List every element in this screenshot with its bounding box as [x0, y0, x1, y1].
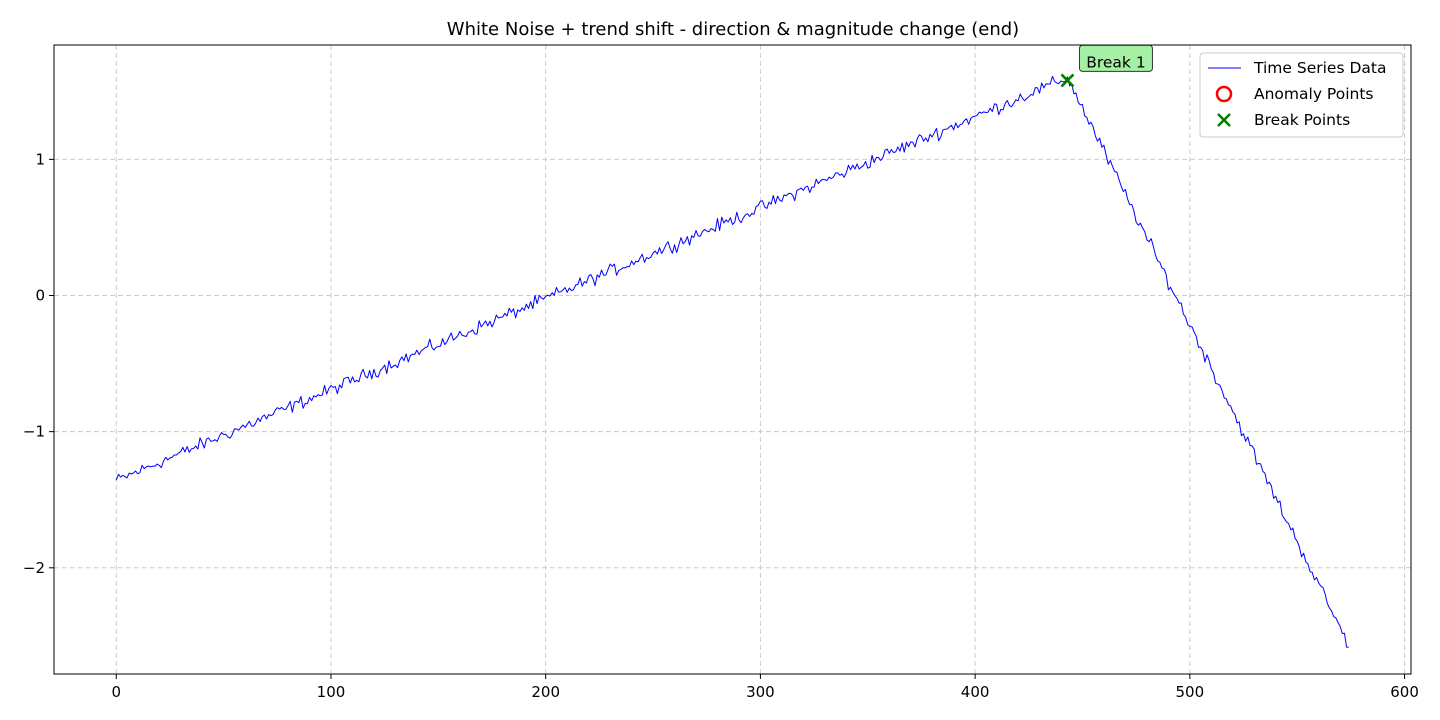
- legend-entry: Anomaly Points: [1215, 85, 1373, 103]
- break-point-marker: [1060, 73, 1075, 88]
- annotations-layer: Break 1: [1078, 44, 1153, 72]
- axes-frame: [53, 44, 1412, 675]
- x-tick-label: 400: [961, 683, 990, 701]
- break-annotation: Break 1: [1078, 44, 1153, 72]
- y-tick-label: 1: [35, 150, 45, 168]
- series-line-0: [115, 75, 1349, 648]
- x-tick-label: 300: [746, 683, 775, 701]
- annotation-label: Break 1: [1086, 53, 1145, 71]
- legend-circle-swatch: [1215, 85, 1233, 103]
- legend-entry: Time Series Data: [1208, 59, 1386, 77]
- y-tick-label: −1: [23, 423, 45, 441]
- legend-label: Time Series Data: [1253, 59, 1386, 77]
- legend-box: [1199, 52, 1404, 138]
- y-tick-label: −2: [23, 559, 45, 577]
- legend-label: Anomaly Points: [1254, 85, 1373, 103]
- break-points-layer: [1060, 73, 1075, 88]
- legend: Time Series Data Anomaly Points Break Poin…: [1199, 52, 1404, 138]
- y-tick-label: 0: [35, 287, 45, 305]
- legend-x-swatch: [1217, 113, 1231, 127]
- legend-entry: Break Points: [1217, 111, 1350, 129]
- x-tick-label: 200: [531, 683, 560, 701]
- ticks-layer: 0 100 200 300 400 500 600 −2 −1 0 1: [23, 150, 1419, 701]
- grid: [54, 45, 1411, 674]
- x-tick-label: 500: [1176, 683, 1205, 701]
- annotation-box: [1078, 44, 1153, 72]
- x-tick-label: 0: [111, 683, 121, 701]
- legend-label: Break Points: [1254, 111, 1350, 129]
- break-point-stroke: [1060, 73, 1075, 88]
- x-tick-label: 600: [1390, 683, 1419, 701]
- series-layer: [115, 75, 1349, 648]
- chart-title: White Noise + trend shift - direction & …: [447, 19, 1019, 40]
- x-tick-label: 100: [317, 683, 346, 701]
